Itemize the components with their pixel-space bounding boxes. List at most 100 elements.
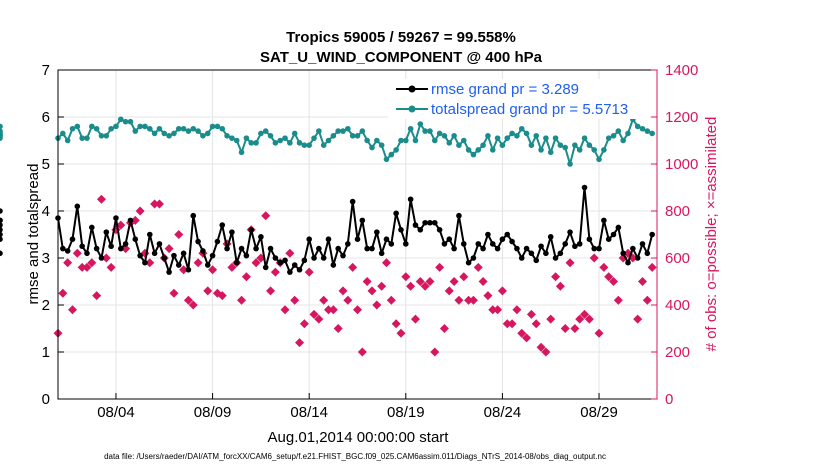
- rmse-point: [320, 255, 327, 261]
- legend-marker: [408, 105, 416, 113]
- obs-count-marker: [116, 220, 126, 230]
- totalspread-point: [267, 133, 274, 139]
- totalspread-point: [552, 135, 559, 141]
- rmse-point: [64, 248, 71, 254]
- chart-title: Tropics 59005 / 59267 = 99.558%: [286, 29, 516, 46]
- obs-count-marker: [478, 277, 488, 286]
- rmse-point: [108, 243, 114, 250]
- totalspread-point: [601, 147, 607, 153]
- obs-count-marker: [386, 295, 396, 305]
- y-right-tick-label: 1200: [665, 109, 698, 126]
- rmse-point: [204, 262, 211, 268]
- obs-count-marker: [377, 281, 387, 291]
- obs-count-marker: [237, 295, 247, 305]
- rmse-point: [649, 231, 655, 238]
- totalspread-point: [403, 137, 409, 144]
- totalspread-point: [325, 137, 332, 144]
- x-axis: 08/04 08/09 08/14 08/19 08/24 08/29: [97, 393, 618, 421]
- totalspread-point: [89, 123, 95, 130]
- totalspread-point: [485, 133, 491, 139]
- totalspread-point: [316, 128, 322, 134]
- rmse-point: [364, 245, 370, 252]
- x-axis-label: Aug.01,2014 00:00:00 start: [268, 429, 450, 446]
- rmse-point: [345, 241, 351, 247]
- right-axis: 0 200 400 600 800 1000 1200 1400: [651, 62, 698, 408]
- obs-count-marker: [183, 295, 193, 305]
- rmse-point: [354, 236, 361, 242]
- obs-count-marker: [483, 291, 493, 301]
- rmse-point: [436, 227, 443, 233]
- totalspread-point: [605, 135, 612, 141]
- obs-count-marker: [251, 258, 261, 268]
- obs-count-marker: [72, 248, 82, 258]
- rmse-point: [615, 224, 622, 231]
- obs-count-marker: [227, 262, 237, 272]
- totalspread-point: [451, 133, 457, 139]
- totalspread-point: [523, 130, 530, 137]
- obs-count-marker: [217, 291, 227, 301]
- totalspread-point: [518, 125, 525, 132]
- totalspread-point: [417, 121, 424, 127]
- x-tick-label: 08/24: [484, 404, 522, 421]
- y-left-tick-label: 3: [42, 250, 50, 267]
- totalspread-point: [514, 133, 520, 139]
- rmse-point: [0, 227, 3, 233]
- totalspread-point: [69, 125, 76, 132]
- totalspread-point: [639, 125, 646, 132]
- obs-count-marker: [241, 272, 251, 282]
- obs-count-marker: [328, 305, 338, 315]
- rmse-point: [543, 250, 549, 257]
- rmse-point: [272, 255, 279, 261]
- totalspread-point: [378, 142, 385, 148]
- rmse-point: [132, 236, 139, 242]
- obs-count-marker: [589, 253, 599, 263]
- obs-count-marker: [555, 281, 565, 291]
- rmse-point: [644, 250, 651, 257]
- totalspread-point: [422, 128, 428, 134]
- totalspread-point: [562, 144, 569, 151]
- totalspread-point: [615, 128, 622, 134]
- totalspread-point: [113, 123, 119, 130]
- totalspread-point: [460, 137, 467, 144]
- totalspread-point: [388, 151, 395, 158]
- obs-count-marker: [92, 291, 102, 301]
- obs-count-marker: [362, 277, 372, 286]
- rmse-point: [127, 217, 134, 224]
- rmse-point: [552, 255, 559, 261]
- obs-count-marker: [410, 314, 420, 324]
- obs-count-marker: [580, 309, 590, 319]
- totalspread-point: [480, 142, 486, 148]
- rmse-point: [422, 219, 428, 226]
- obs-count-marker: [343, 295, 353, 305]
- rmse-point: [89, 224, 95, 231]
- obs-count-marker: [106, 262, 116, 272]
- rmse-point: [369, 245, 375, 252]
- obs-count-marker: [541, 347, 551, 357]
- x-tick-label: 08/04: [97, 404, 135, 421]
- rmse-point: [475, 241, 482, 247]
- rmse-point: [620, 250, 626, 257]
- totalspread-point: [219, 125, 226, 132]
- chart-subtitle: SAT_U_WIND_COMPONENT @ 400 hPa: [260, 49, 543, 66]
- totalspread-point: [369, 144, 375, 151]
- rmse-point: [262, 264, 269, 271]
- obs-count-marker: [101, 253, 111, 263]
- rmse-point: [398, 227, 404, 233]
- totalspread-point: [407, 125, 414, 132]
- totalspread-point: [253, 140, 259, 146]
- totalspread-point: [233, 137, 240, 144]
- rmse-point: [518, 255, 525, 261]
- obs-count-marker: [309, 309, 319, 319]
- obs-count-marker: [135, 206, 145, 216]
- rmse-point: [417, 227, 424, 233]
- obs-count-marker: [522, 333, 532, 343]
- rmse-point: [0, 208, 3, 214]
- obs-count-marker: [193, 258, 203, 268]
- rmse-point: [605, 236, 612, 242]
- obs-count-marker: [295, 338, 305, 348]
- totalspread-point: [287, 140, 293, 146]
- totalspread-point: [538, 147, 544, 153]
- rmse-point: [601, 217, 607, 224]
- rmse-point: [340, 252, 346, 259]
- legend-label: rmse grand pr = 3.289: [431, 81, 579, 98]
